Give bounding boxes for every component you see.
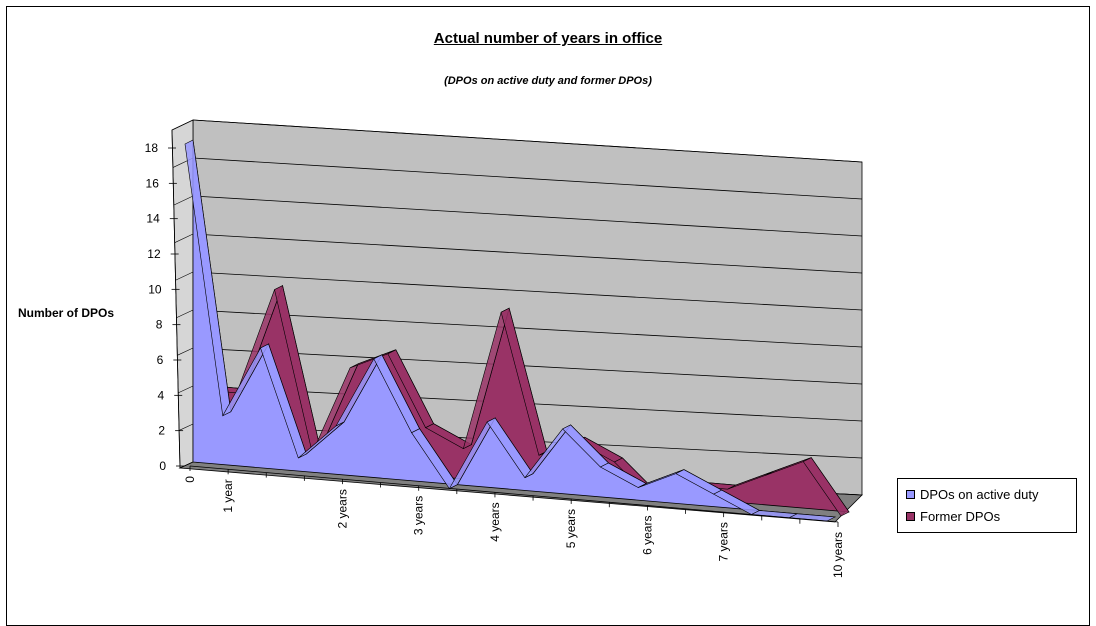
x-tick-label: 2 years [335, 489, 349, 528]
legend-item-active: DPOs on active duty [906, 487, 1039, 502]
y-tick-label: 18 [145, 141, 159, 155]
y-tick-label: 12 [147, 247, 161, 261]
chart-subtitle: (DPOs on active duty and former DPOs) [0, 75, 1096, 87]
x-tick-label: 6 years [640, 516, 654, 555]
x-tick-label: 7 years [717, 522, 731, 561]
x-tick-label: 5 years [564, 509, 578, 548]
chart-title: Actual number of years in office [0, 30, 1096, 47]
legend-item-former: Former DPOs [906, 509, 1000, 524]
legend-swatch-former [906, 512, 915, 521]
legend: DPOs on active duty Former DPOs [897, 478, 1077, 533]
y-tick-label: 2 [158, 424, 165, 438]
legend-label-active: DPOs on active duty [920, 487, 1039, 502]
y-axis-label: Number of DPOs [18, 306, 114, 320]
legend-swatch-active [906, 490, 915, 499]
legend-label-former: Former DPOs [920, 509, 1000, 524]
y-tick-label: 0 [159, 459, 166, 473]
y-tick-label: 6 [157, 353, 164, 367]
y-tick-label: 16 [146, 176, 160, 190]
y-tick-label: 10 [148, 282, 162, 296]
x-tick-label: 1 year [221, 479, 235, 512]
y-tick-label: 14 [146, 212, 160, 226]
x-tick-label: 10 years [831, 532, 845, 578]
x-tick-label: 0 [183, 476, 197, 483]
x-tick-label: 3 years [412, 496, 426, 535]
y-tick-label: 8 [156, 318, 163, 332]
y-tick-label: 4 [158, 388, 165, 402]
x-tick-label: 4 years [488, 502, 502, 541]
